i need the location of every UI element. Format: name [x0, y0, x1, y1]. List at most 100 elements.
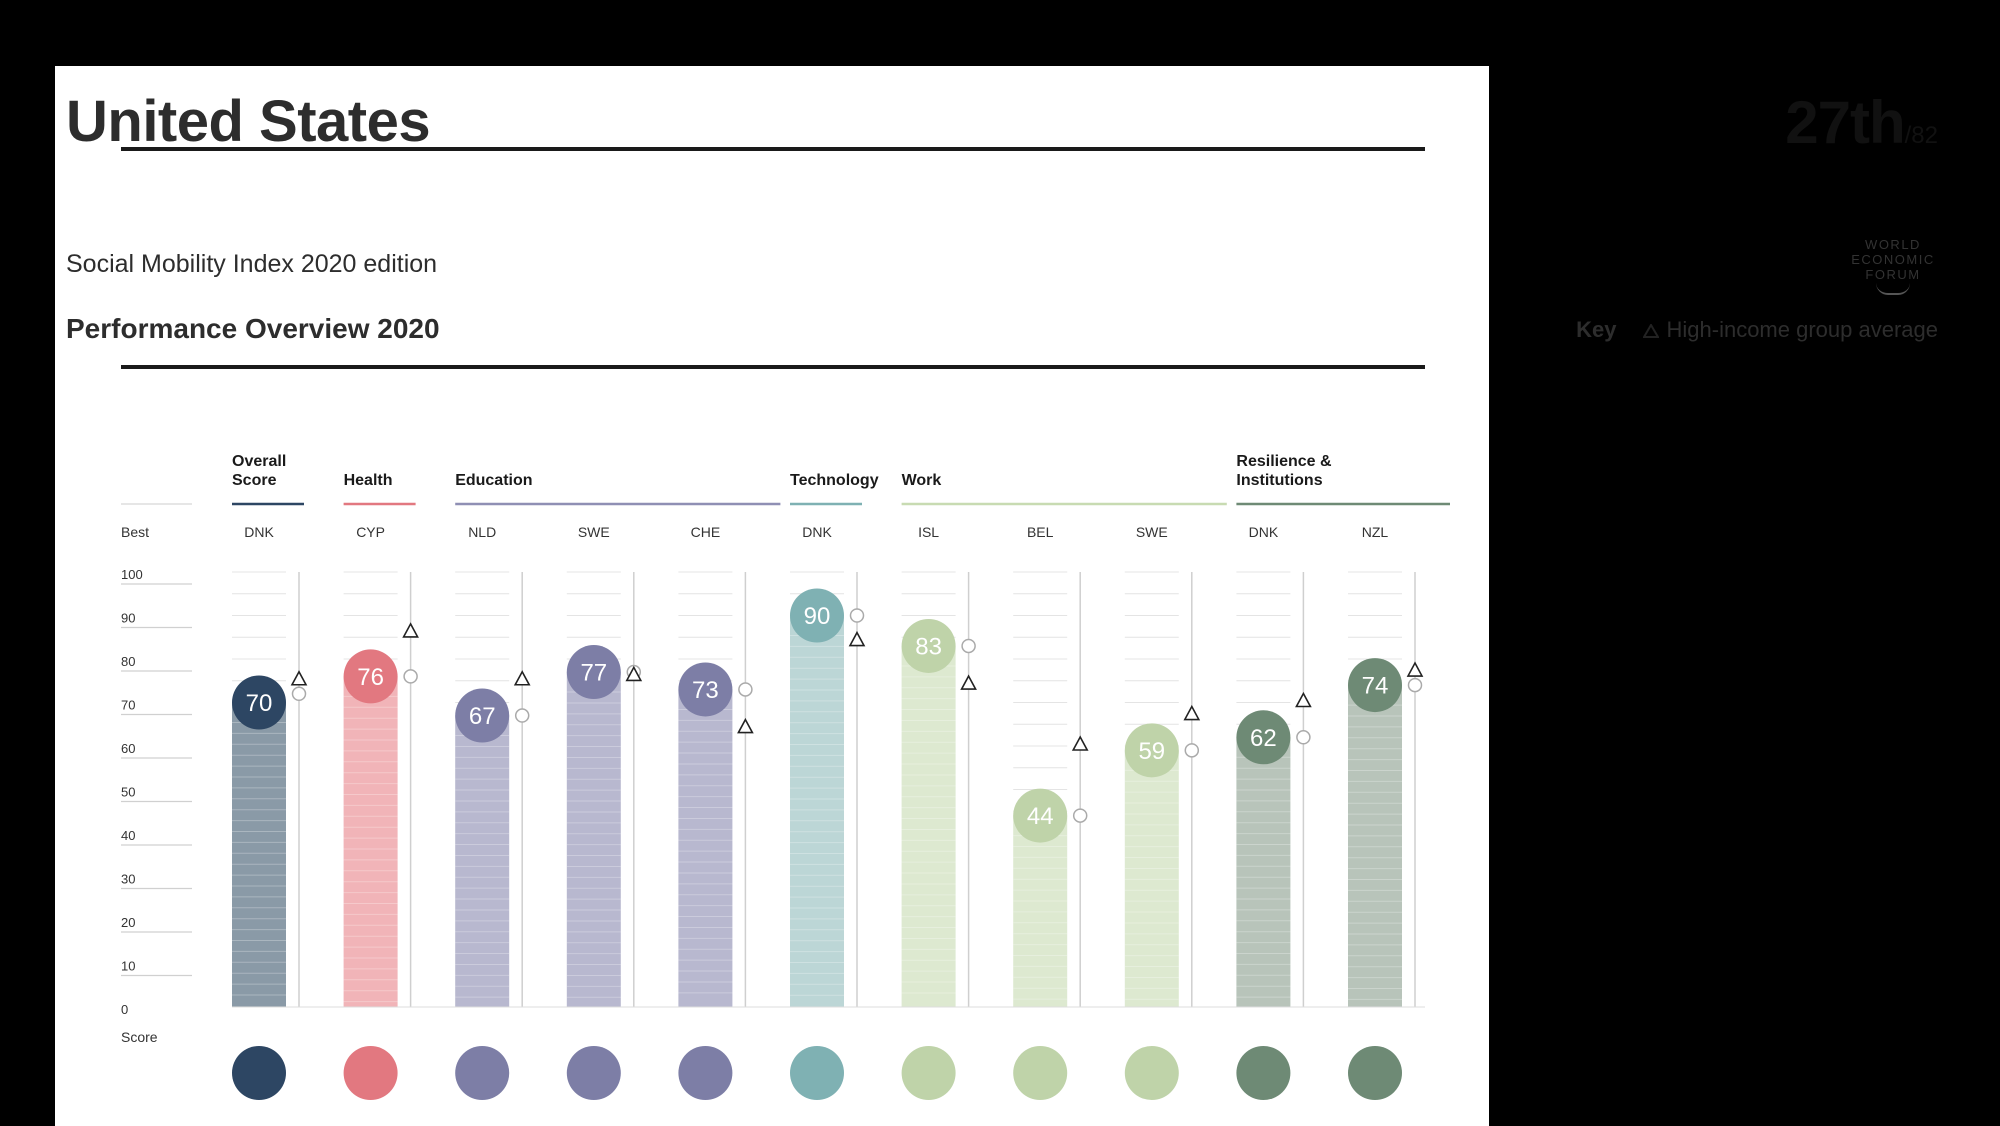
average-triangle: [1295, 691, 1312, 708]
score-bubble: [790, 588, 844, 643]
score-bar: [1124, 750, 1179, 1007]
score-value: 76: [357, 664, 384, 691]
logo-arc: [1876, 283, 1910, 295]
top-rule: [121, 147, 1425, 151]
score-value: 74: [1362, 673, 1389, 700]
average-triangle: [737, 717, 754, 734]
best-score-marker: [1072, 808, 1088, 823]
average-triangle: [513, 670, 531, 686]
best-score-marker: [849, 608, 865, 623]
country-title: United States: [66, 89, 431, 154]
y-tick-label: 40: [121, 828, 135, 843]
score-bubble: [1124, 723, 1179, 778]
award-icon: [232, 1046, 286, 1100]
best-country-label: CYP: [356, 524, 385, 540]
best-score-marker: [738, 682, 753, 697]
score-bubble: [1348, 658, 1402, 713]
best-country-label: DNK: [1249, 524, 1279, 540]
score-bubble: [566, 645, 621, 700]
triangle-icon: [1641, 323, 1660, 338]
score-bubble: [1013, 788, 1068, 843]
section-rule: [121, 365, 1425, 369]
best-score-marker: [1296, 730, 1311, 745]
score-bar: [1348, 685, 1402, 1007]
best-country-label: DNK: [802, 524, 832, 540]
best-country-label: BEL: [1027, 524, 1054, 540]
wrench-icon: [901, 1046, 956, 1100]
score-bar: [343, 676, 398, 1007]
edition-label: Social Mobility Index 2020 edition: [66, 250, 438, 278]
score-value: 77: [580, 660, 607, 687]
group-header: Education: [455, 472, 532, 489]
y-tick-label: 80: [121, 654, 135, 669]
y-tick-label: 0: [121, 1002, 128, 1017]
score-bar: [1236, 737, 1291, 1007]
average-triangle: [290, 670, 308, 686]
legend-text: High-income group average: [1666, 317, 1939, 342]
group-header: Institutions: [1236, 472, 1322, 489]
average-triangle: [402, 622, 419, 638]
logo-line-2: ECONOMIC: [1851, 252, 1935, 267]
best-score-marker: [291, 686, 307, 702]
group-header: Health: [344, 472, 393, 489]
average-triangle: [1183, 704, 1201, 721]
y-tick-label: 100: [121, 567, 143, 582]
average-triangle: [848, 630, 866, 647]
y-tick-label: 60: [121, 741, 135, 756]
score-bubble: [455, 688, 510, 743]
graduation-cap-icon: [455, 1046, 510, 1100]
rank: 27th/82: [1785, 88, 1938, 157]
average-triangle: [1406, 661, 1424, 677]
average-triangle: [1071, 735, 1089, 751]
rank-total: /82: [1904, 122, 1938, 149]
score-bar: [455, 715, 510, 1007]
score-bar: [566, 672, 621, 1007]
logo-line-1: WORLD: [1865, 237, 1921, 252]
rank-value: 27th: [1785, 89, 1905, 156]
wef-logo: WORLD ECONOMIC FORUM: [1848, 237, 1938, 295]
best-country-label: CHE: [691, 524, 721, 540]
score-bar: [901, 645, 956, 1007]
y-tick-label: 90: [121, 611, 135, 626]
score-bubble: [232, 675, 286, 730]
score-bar: [678, 689, 733, 1007]
y-tick-label: 20: [121, 915, 135, 930]
head-icon: [678, 1046, 733, 1100]
score-bar: [232, 702, 286, 1007]
best-score-marker: [403, 669, 418, 684]
best-score-marker: [514, 708, 530, 723]
score-value: 62: [1250, 725, 1277, 752]
network-icon: [790, 1046, 844, 1100]
best-score-marker: [1184, 743, 1200, 758]
score-value: 73: [692, 677, 719, 704]
y-tick-label: 70: [121, 698, 135, 713]
medal-icon: [566, 1046, 621, 1100]
score-bar: [1013, 815, 1068, 1007]
coins-icon: [1013, 1046, 1068, 1100]
y-tick-label: 30: [121, 872, 135, 887]
y-tick-label: 50: [121, 785, 135, 800]
score-bubble: [901, 618, 956, 673]
document-icon: [1124, 1046, 1179, 1100]
score-value: 59: [1138, 738, 1165, 765]
score-value: 67: [469, 703, 496, 730]
score-bubble: [678, 662, 733, 717]
y-tick-label: 10: [121, 959, 135, 974]
best-country-label: ISL: [918, 524, 939, 540]
group-header: Overall: [232, 453, 286, 470]
score-value: 90: [804, 603, 831, 630]
best-country-label: DNK: [244, 524, 274, 540]
group-header: Resilience &: [1236, 453, 1332, 470]
best-score-marker: [1407, 677, 1423, 693]
best-country-label: SWE: [578, 524, 610, 540]
overview-title: Performance Overview 2020: [66, 313, 440, 344]
score-value: 44: [1027, 803, 1054, 830]
group-header: Score: [232, 472, 277, 489]
group-header: Work: [902, 472, 942, 489]
score-bar: [790, 615, 844, 1007]
average-triangle: [960, 674, 977, 690]
average-triangle: [625, 665, 643, 682]
hands-icon: [1236, 1046, 1291, 1100]
institution-icon: [1348, 1046, 1402, 1100]
